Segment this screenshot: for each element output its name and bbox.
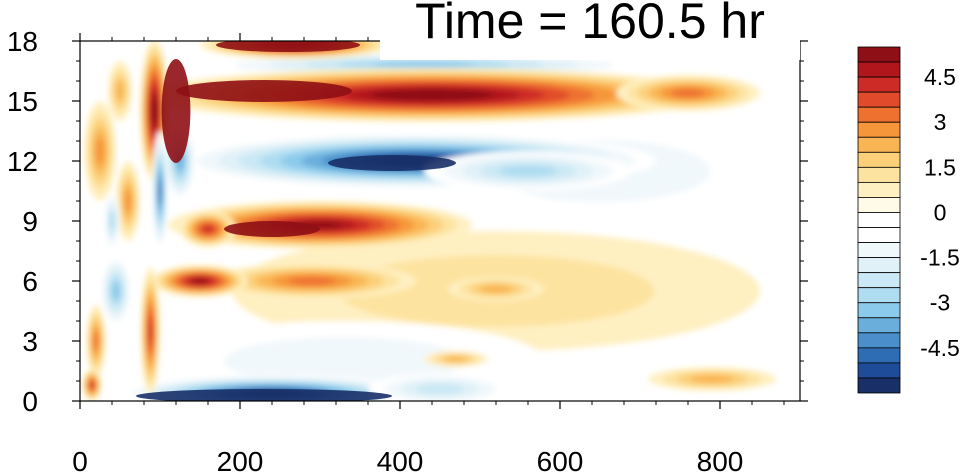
colorbar-box [857, 197, 901, 213]
y-tick-label: 15 [7, 86, 38, 117]
left-noise-positive-5 [116, 81, 124, 101]
colorbar-box [857, 166, 901, 183]
colorbar-box [857, 272, 901, 289]
west-positive-6 [193, 278, 207, 284]
colorbar-box [857, 46, 901, 63]
colorbar-box [857, 91, 901, 108]
upper-positive-core [176, 80, 352, 102]
colorbar-box [857, 121, 901, 138]
near-surface-negative-core [136, 389, 392, 401]
near-surface-negative-east [416, 383, 464, 395]
upper-negative-core [328, 155, 456, 171]
mid-positive-core [224, 221, 320, 237]
colorbar-tick-label: 4.5 [924, 64, 956, 90]
upper-positive-band-east [671, 88, 705, 98]
left-noise-positive-1 [95, 137, 105, 165]
left-noise-negative-2 [109, 212, 115, 230]
colorbar-box [857, 347, 901, 364]
colorbar-tick-label: -1.5 [920, 245, 960, 271]
y-tick-label: 3 [22, 326, 38, 357]
low-weak-negative [224, 337, 464, 385]
left-noise-positive-4 [90, 382, 94, 388]
low-positive-mid [445, 356, 467, 362]
colorbar-box [857, 302, 901, 319]
colorbar-box [857, 257, 901, 274]
colorbar-box [857, 227, 901, 243]
colorbar-box [857, 212, 901, 228]
lower-positive-band [288, 276, 336, 286]
colorbar-box [857, 76, 901, 93]
y-tick-label: 6 [22, 266, 38, 297]
west-positive-stem [148, 319, 153, 343]
top-negative-band [372, 62, 476, 68]
colorbar-box [857, 332, 901, 349]
y-tick-label: 18 [7, 26, 38, 57]
left-noise-positive-3 [124, 190, 132, 212]
west-positive-column [152, 101, 157, 121]
upper-negative-band-east [499, 165, 557, 177]
west-positive-core [161, 59, 191, 163]
x-tick-label: 200 [217, 446, 264, 473]
y-tick-label: 9 [22, 206, 38, 237]
colorbar-box [857, 287, 901, 304]
title-background [380, 0, 800, 60]
west-thin-negative [158, 181, 162, 201]
chart-title: Time = 160.5 hr [415, 0, 765, 49]
colorbar-box [857, 242, 901, 259]
colorbar-box [857, 136, 901, 153]
left-noise-negative-1 [112, 282, 120, 300]
colorbar-tick-label: 0 [934, 199, 947, 225]
colorbar-tick-label: 1.5 [924, 154, 956, 180]
colorbar-box [857, 181, 901, 198]
colorbar-tick-label: -3 [930, 290, 950, 316]
y-tick-label: 12 [7, 146, 38, 177]
colorbar-box [857, 61, 901, 78]
colorbar-box [857, 362, 901, 379]
x-tick-label: 800 [697, 446, 744, 473]
colorbar-tick-label: 3 [934, 109, 947, 135]
x-tick-label: 600 [537, 446, 584, 473]
lower-positive-east [480, 285, 512, 293]
colorbar-tick-label: -4.5 [920, 335, 960, 361]
y-tick-label: 0 [22, 386, 38, 417]
field-cores [136, 41, 456, 401]
upper-positive-band [394, 91, 470, 99]
x-tick-label: 400 [377, 446, 424, 473]
colorbar-box [857, 377, 901, 394]
colorbar-box [857, 317, 901, 334]
colorbar-box [857, 151, 901, 168]
west-positive-9 [203, 225, 213, 233]
low-positive-east [690, 375, 734, 383]
field-layer [82, 41, 784, 401]
colorbar-box [857, 106, 901, 123]
x-tick-label: 0 [72, 446, 88, 473]
left-noise-positive-2 [93, 332, 99, 350]
top-positive-core [216, 41, 360, 52]
colorbar: 4.5 3 1.5 0 -1.5 -3 -4.5 [857, 46, 960, 394]
